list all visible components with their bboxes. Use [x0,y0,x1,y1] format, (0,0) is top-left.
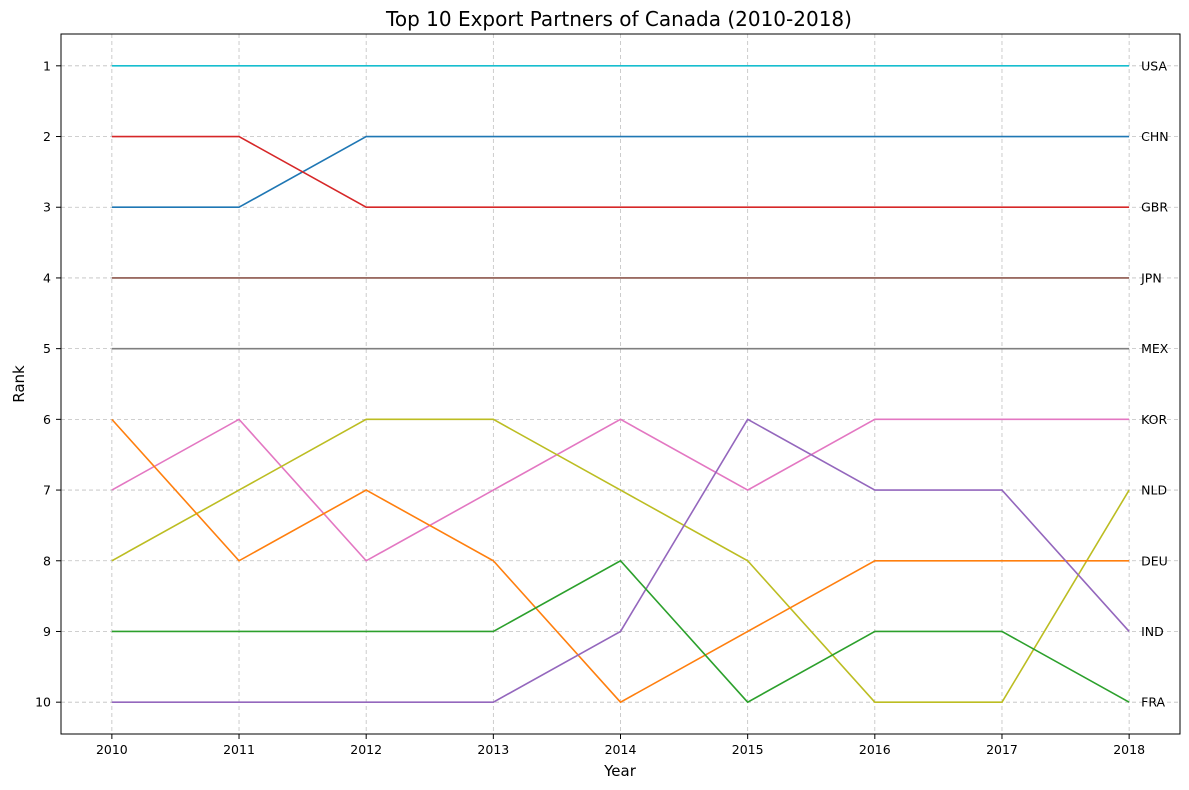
tick-layer: 2010 2011 2012 2013 2014 2015 2016 2017 2018 1 2 3 4… [35,58,1145,757]
x-axis-label: Year [603,762,637,780]
x-tick-label: 2012 [350,742,382,757]
series-line-gbr [111,135,1130,209]
y-tick-label: 8 [43,553,51,568]
x-tick-label: 2017 [986,742,1018,757]
y-tick-label: 5 [43,341,51,356]
x-tick-label: 2013 [477,742,509,757]
x-tick-label: 2011 [223,742,255,757]
y-tick-label: 4 [43,270,51,285]
y-tick-label: 7 [43,483,51,498]
y-tick-label: 1 [43,58,51,73]
series-label-ind: IND [1141,624,1164,639]
y-tick-label: 2 [43,129,51,144]
y-axis-label: Rank [10,365,28,403]
series-label-kor: KOR [1141,412,1167,427]
series-label-jpn: JPN [1140,270,1162,285]
x-tick-label: 2018 [1113,742,1145,757]
series-line-nld [111,418,1130,703]
series-label-nld: NLD [1141,483,1167,498]
series-label-gbr: GBR [1141,200,1168,215]
grid-layer [61,34,1180,734]
series-label-usa: USA [1141,58,1167,73]
series-line-ind [111,418,1130,703]
series-label-fra: FRA [1141,695,1165,710]
series-label-deu: DEU [1141,553,1168,568]
end-label-layer: USA CHN GBR JPN MEX KOR NLD DEU IND FRA [1140,58,1169,709]
x-tick-label: 2010 [96,742,128,757]
series-label-mex: MEX [1141,341,1169,356]
y-tick-label: 9 [43,624,51,639]
y-tick-label: 10 [35,695,51,710]
y-tick-label: 6 [43,412,51,427]
x-tick-label: 2015 [732,742,764,757]
series-line-fra [111,559,1130,704]
series-line-deu [111,418,1130,704]
series-layer [111,65,1130,704]
x-tick-label: 2014 [605,742,637,757]
x-tick-label: 2016 [859,742,891,757]
chart-title: Top 10 Export Partners of Canada (2010-2… [385,7,852,31]
series-line-chn [111,135,1130,209]
y-tick-label: 3 [43,200,51,215]
series-label-chn: CHN [1141,129,1168,144]
